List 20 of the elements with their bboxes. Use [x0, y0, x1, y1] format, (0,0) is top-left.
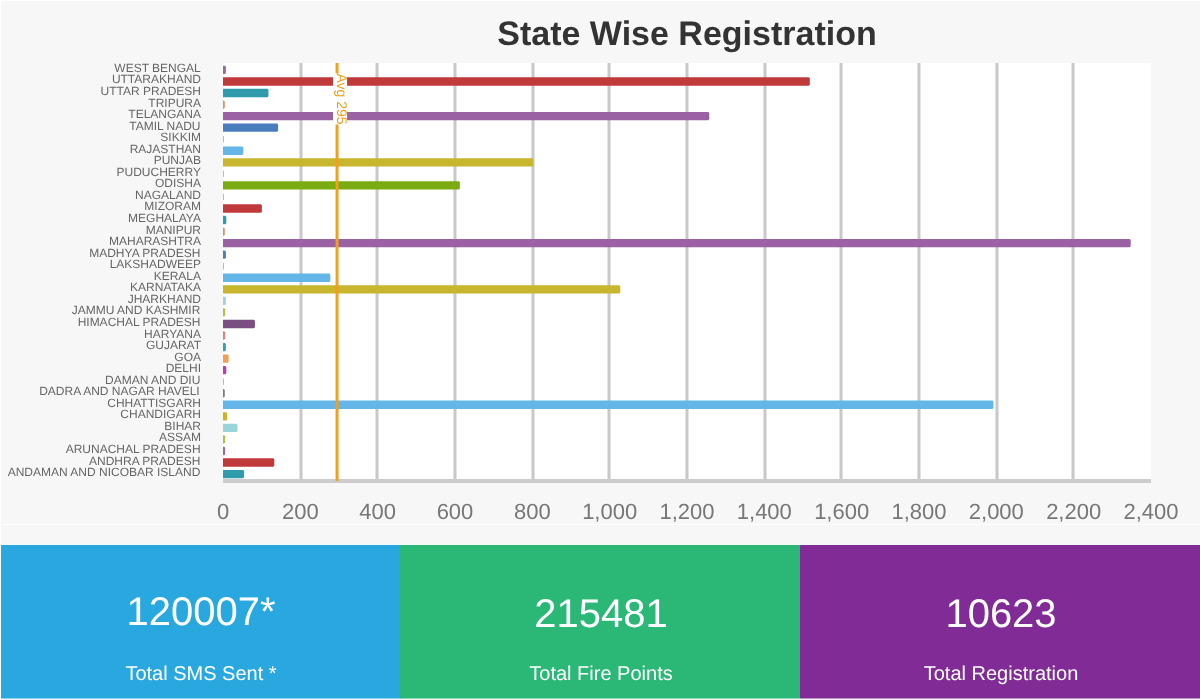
x-tick-label: 1,400	[736, 501, 792, 525]
x-tick-label: 1,000	[582, 501, 638, 525]
x-tick-label: 1,200	[659, 501, 715, 525]
chart-title: State Wise Registration	[497, 15, 877, 53]
x-tick-label: 200	[281, 501, 319, 525]
text: 10623	[945, 593, 1057, 637]
x-tick-label: 2,000	[968, 501, 1024, 525]
x-tick-label: 400	[359, 501, 397, 525]
x-tick-label: 800	[513, 501, 551, 525]
x-tick-label: 1,800	[891, 501, 947, 525]
x-tick-label: 0	[216, 501, 230, 525]
x-tick-label: 1,600	[814, 501, 870, 525]
x-tick-label: 2,200	[1046, 501, 1102, 525]
category-label: Total Registration	[923, 663, 1079, 686]
category-label: Total Fire Points	[529, 663, 673, 686]
x-tick-label: 2,400	[1123, 501, 1179, 525]
x-tick-label: 600	[436, 501, 474, 525]
text: 215481	[534, 593, 668, 637]
category-label: Total SMS Sent *	[125, 663, 277, 686]
text: 120007*	[126, 591, 276, 635]
